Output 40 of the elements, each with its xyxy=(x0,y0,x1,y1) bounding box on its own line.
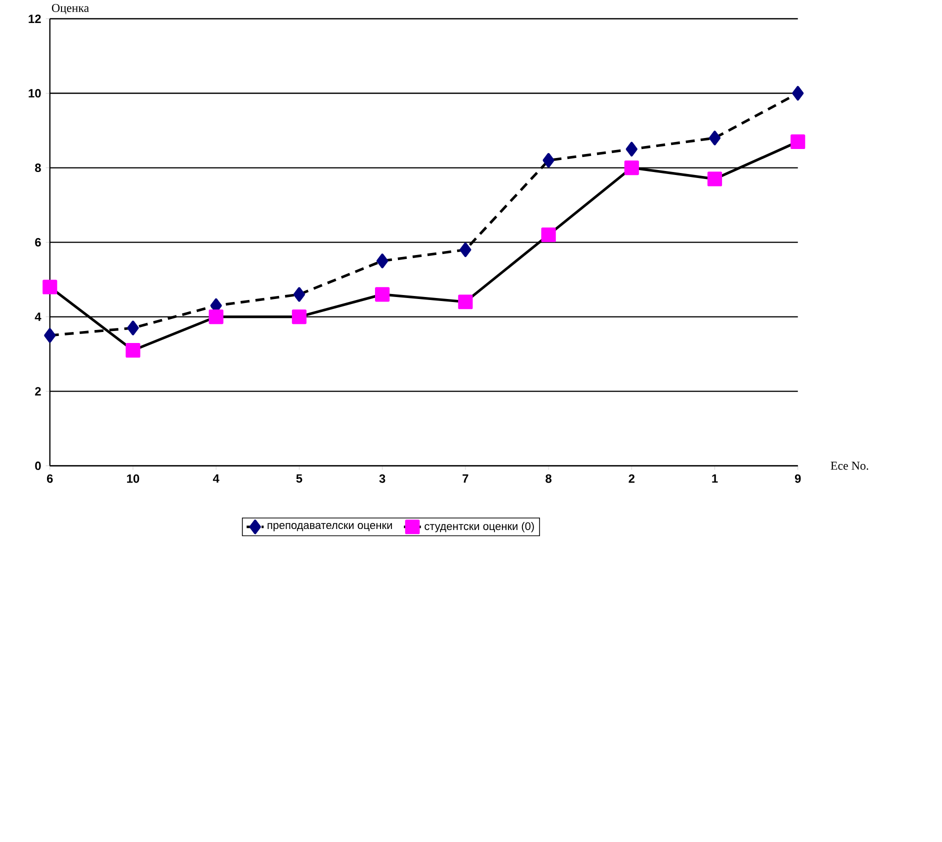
x-tick-label: 9 xyxy=(794,474,801,483)
x-tick-label: 8 xyxy=(546,474,552,483)
point xyxy=(542,153,554,168)
y-tick-label: 6 xyxy=(35,238,41,247)
legend-label: преподавателски оценки xyxy=(268,523,392,532)
point xyxy=(626,142,638,156)
point xyxy=(458,294,473,310)
y-tick-label: 8 xyxy=(35,164,41,172)
x-tick-label: 5 xyxy=(296,474,302,483)
y-tick-label: 12 xyxy=(28,14,41,23)
point xyxy=(44,328,56,343)
point xyxy=(376,254,388,268)
legend-label: студентски оценки (0) xyxy=(424,522,534,532)
y-tick-label: 0 xyxy=(35,462,41,470)
point xyxy=(42,280,58,294)
point xyxy=(792,86,804,101)
x-tick-label: 2 xyxy=(628,474,634,483)
x-tick-label: 4 xyxy=(212,474,220,483)
point xyxy=(708,130,721,146)
point xyxy=(707,172,722,186)
point xyxy=(126,343,140,358)
x-tick-label: 10 xyxy=(127,474,140,483)
point xyxy=(292,309,306,324)
point xyxy=(624,160,639,176)
point xyxy=(127,320,139,336)
point xyxy=(541,228,556,242)
x-tick-label: 7 xyxy=(462,474,468,483)
point xyxy=(460,242,472,258)
point xyxy=(375,287,390,302)
point xyxy=(790,134,806,150)
y-axis-title: Оценка xyxy=(52,4,89,14)
y-tick-label: 2 xyxy=(35,387,41,396)
y-tick-label: 10 xyxy=(28,89,41,98)
x-tick-label: 6 xyxy=(46,474,53,483)
y-tick-label: 4 xyxy=(34,312,42,321)
x-tick-label: 3 xyxy=(379,474,386,483)
point xyxy=(293,287,305,302)
x-axis-title: Ece No. xyxy=(830,462,868,470)
point xyxy=(208,309,224,324)
x-tick-label: 1 xyxy=(712,474,718,483)
